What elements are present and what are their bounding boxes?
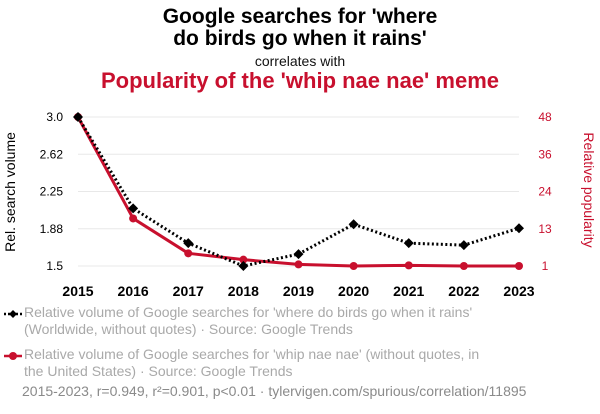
y-left-tick-label: 2.62 <box>40 147 64 161</box>
x-tick-label: 2023 <box>503 283 534 299</box>
data-point-whip-nae-nae <box>294 260 303 269</box>
data-point-whip-nae-nae <box>239 255 248 264</box>
data-point-whip-nae-nae <box>349 262 358 270</box>
x-tick-label: 2017 <box>173 283 204 299</box>
correlates-with-label: correlates with <box>254 53 346 69</box>
x-tick-label: 2022 <box>448 283 479 299</box>
x-tick-label: 2019 <box>283 283 314 299</box>
x-tick-label: 2016 <box>118 283 149 299</box>
data-point-birds-rain <box>458 240 469 251</box>
y-left-tick-label: 1.88 <box>40 222 64 236</box>
x-tick-label: 2015 <box>62 283 93 299</box>
data-point-whip-nae-nae <box>404 261 413 270</box>
y-right-tick-label: 48 <box>538 110 552 124</box>
legend-text-whip: Relative volume of Google searches for '… <box>24 346 480 379</box>
legend-item-whip: Relative volume of Google searches for '… <box>4 346 484 380</box>
chart-title-line1: Google searches for 'where <box>162 5 438 28</box>
data-point-whip-nae-nae <box>129 214 138 223</box>
data-point-birds-rain <box>238 261 249 271</box>
x-tick-label: 2021 <box>393 283 424 299</box>
data-point-birds-rain <box>348 219 359 230</box>
y-right-tick-label: 1 <box>542 259 549 273</box>
data-point-whip-nae-nae <box>515 262 523 270</box>
y-left-tick-label: 2.25 <box>40 185 64 199</box>
chart-title-line2: do birds go when it rains' <box>173 27 427 50</box>
y-left-axis-label: Rel. search volume <box>2 132 18 252</box>
chart-title-meme: Popularity of the 'whip nae nae' meme <box>101 68 499 93</box>
legend-item-birds: Relative volume of Google searches for '… <box>4 304 484 338</box>
y-left-tick-label: 1.5 <box>46 259 63 273</box>
legend-symbol-solid-circle <box>4 352 22 360</box>
data-point-birds-rain <box>293 249 304 260</box>
legend-symbol-dotted-diamond <box>4 310 22 318</box>
y-right-tick-label: 36 <box>538 147 552 161</box>
legend-text-birds: Relative volume of Google searches for '… <box>24 304 473 337</box>
y-left-tick-label: 3.0 <box>46 110 63 124</box>
y-right-tick-label: 13 <box>538 222 552 236</box>
data-point-birds-rain <box>183 238 194 249</box>
data-point-birds-rain <box>514 223 524 234</box>
x-tick-label: 2018 <box>228 283 259 299</box>
data-point-birds-rain <box>128 203 139 214</box>
data-point-whip-nae-nae <box>459 262 468 270</box>
data-point-whip-nae-nae <box>184 249 193 258</box>
x-tick-label: 2020 <box>338 283 369 299</box>
y-right-axis-label: Relative popularity <box>581 132 597 247</box>
data-point-birds-rain <box>403 238 414 249</box>
y-right-tick-label: 24 <box>538 185 552 199</box>
data-point-birds-rain <box>73 112 83 122</box>
footer-stats: 2015-2023, r=0.949, r²=0.901, p<0.01 · t… <box>22 383 527 399</box>
series-line-birds-rain <box>76 116 520 268</box>
